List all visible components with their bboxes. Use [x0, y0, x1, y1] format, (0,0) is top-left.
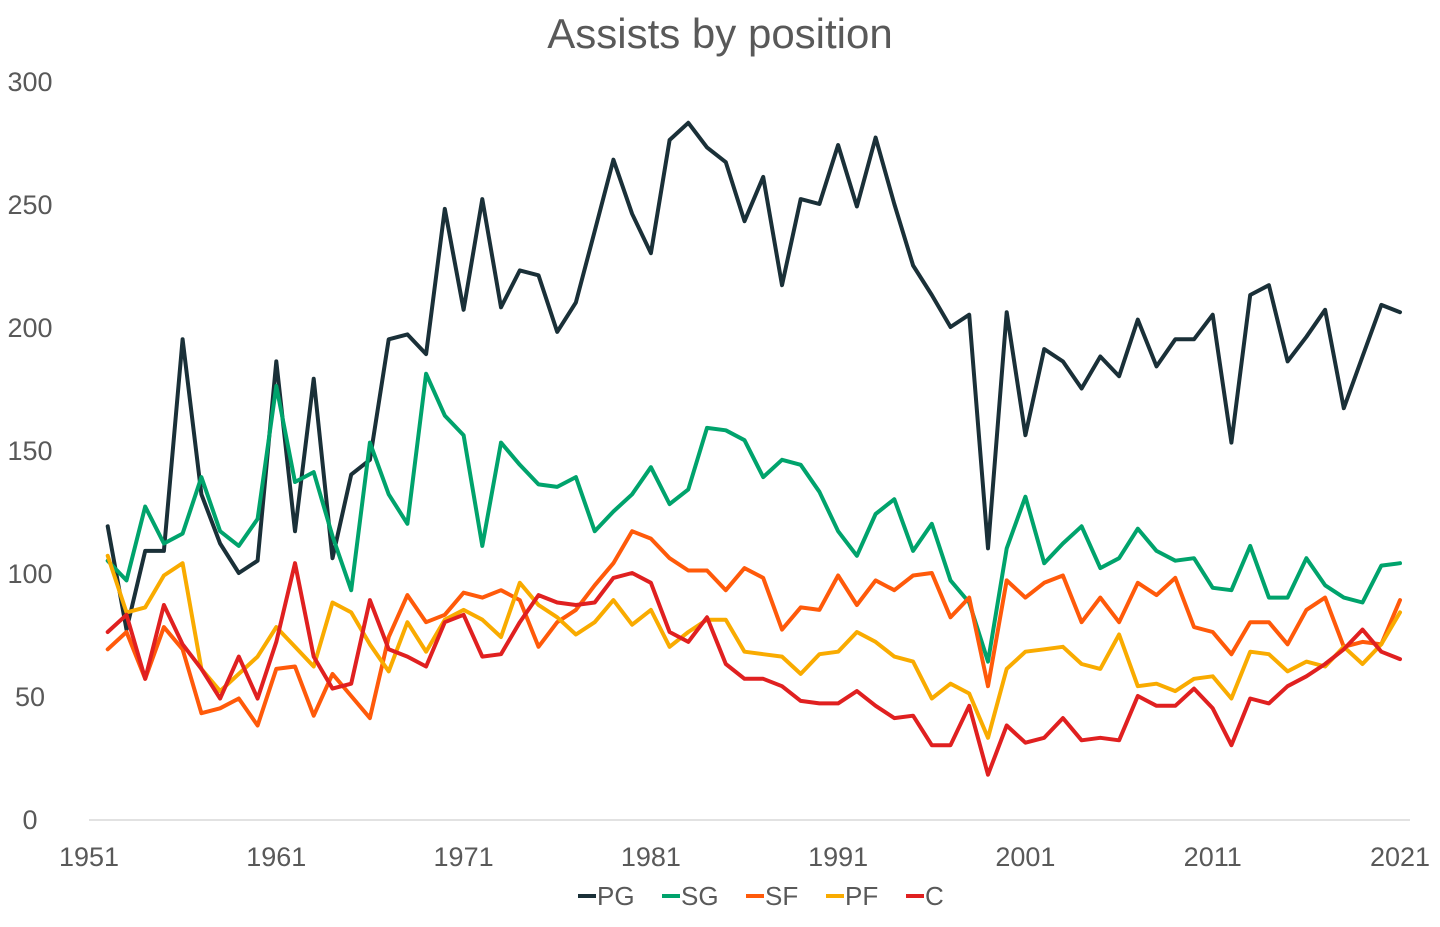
legend-item-sg: SG	[662, 881, 719, 911]
legend-label: PG	[597, 881, 635, 911]
legend-item-pg: PG	[578, 881, 635, 911]
y-tick-label: 200	[7, 313, 52, 343]
series-line-pf	[105, 553, 1402, 740]
y-tick-label: 100	[7, 559, 52, 589]
series-lines	[105, 120, 1402, 777]
legend-label: C	[925, 881, 944, 911]
x-tick-label: 1981	[621, 842, 681, 872]
legend-label: SG	[681, 881, 719, 911]
y-tick-label: 0	[22, 805, 37, 835]
x-tick-label: 2001	[995, 842, 1055, 872]
series-line-c	[105, 561, 1402, 777]
legend-item-pf: PF	[826, 881, 878, 911]
series-line-pg	[105, 120, 1402, 632]
x-tick-label: 1961	[246, 842, 306, 872]
y-tick-label: 250	[7, 190, 52, 220]
y-axis-ticks: 0 50 100 150 200 250 300	[7, 67, 52, 835]
legend-label: PF	[845, 881, 878, 911]
legend: PG SG SF PF C	[578, 881, 944, 911]
series-line-sg	[105, 371, 1402, 664]
x-tick-label: 1991	[808, 842, 868, 872]
x-axis-ticks: 1951 1961 1971 1981 1991 2001 2011 2021	[59, 842, 1430, 872]
y-tick-label: 150	[7, 436, 52, 466]
legend-item-sf: SF	[746, 881, 798, 911]
y-tick-label: 50	[15, 682, 45, 712]
x-tick-label: 2021	[1370, 842, 1430, 872]
series-line-sf	[105, 529, 1402, 728]
legend-item-c: C	[906, 881, 944, 911]
legend-label: SF	[765, 881, 798, 911]
x-tick-label: 1951	[59, 842, 119, 872]
x-tick-label: 2011	[1184, 842, 1242, 872]
y-tick-label: 300	[7, 67, 52, 97]
chart-title: Assists by position	[547, 10, 892, 57]
x-tick-label: 1971	[434, 842, 494, 872]
